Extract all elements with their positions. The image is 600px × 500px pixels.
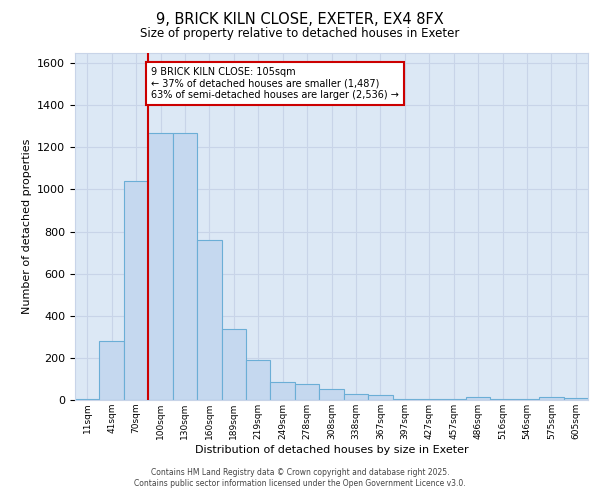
Bar — [490, 399, 515, 400]
Text: Size of property relative to detached houses in Exeter: Size of property relative to detached ho… — [140, 28, 460, 40]
Bar — [148, 132, 173, 400]
Bar — [197, 240, 221, 400]
Bar — [442, 399, 466, 400]
Bar — [271, 382, 295, 400]
Bar — [319, 390, 344, 400]
Bar — [124, 181, 148, 400]
Bar — [221, 330, 246, 400]
Bar — [417, 399, 442, 400]
Text: 9, BRICK KILN CLOSE, EXETER, EX4 8FX: 9, BRICK KILN CLOSE, EXETER, EX4 8FX — [156, 12, 444, 28]
Bar — [539, 397, 563, 400]
Bar — [295, 384, 319, 400]
Bar — [563, 398, 588, 400]
Bar — [368, 396, 392, 400]
Bar — [75, 399, 100, 400]
Bar — [344, 394, 368, 400]
Bar — [466, 397, 490, 400]
Y-axis label: Number of detached properties: Number of detached properties — [22, 138, 32, 314]
Text: Contains HM Land Registry data © Crown copyright and database right 2025.
Contai: Contains HM Land Registry data © Crown c… — [134, 468, 466, 487]
Bar — [515, 399, 539, 400]
Bar — [246, 360, 271, 400]
Text: 9 BRICK KILN CLOSE: 105sqm
← 37% of detached houses are smaller (1,487)
63% of s: 9 BRICK KILN CLOSE: 105sqm ← 37% of deta… — [151, 67, 399, 100]
Bar — [100, 342, 124, 400]
Bar — [173, 132, 197, 400]
Bar — [392, 399, 417, 400]
X-axis label: Distribution of detached houses by size in Exeter: Distribution of detached houses by size … — [194, 444, 469, 454]
